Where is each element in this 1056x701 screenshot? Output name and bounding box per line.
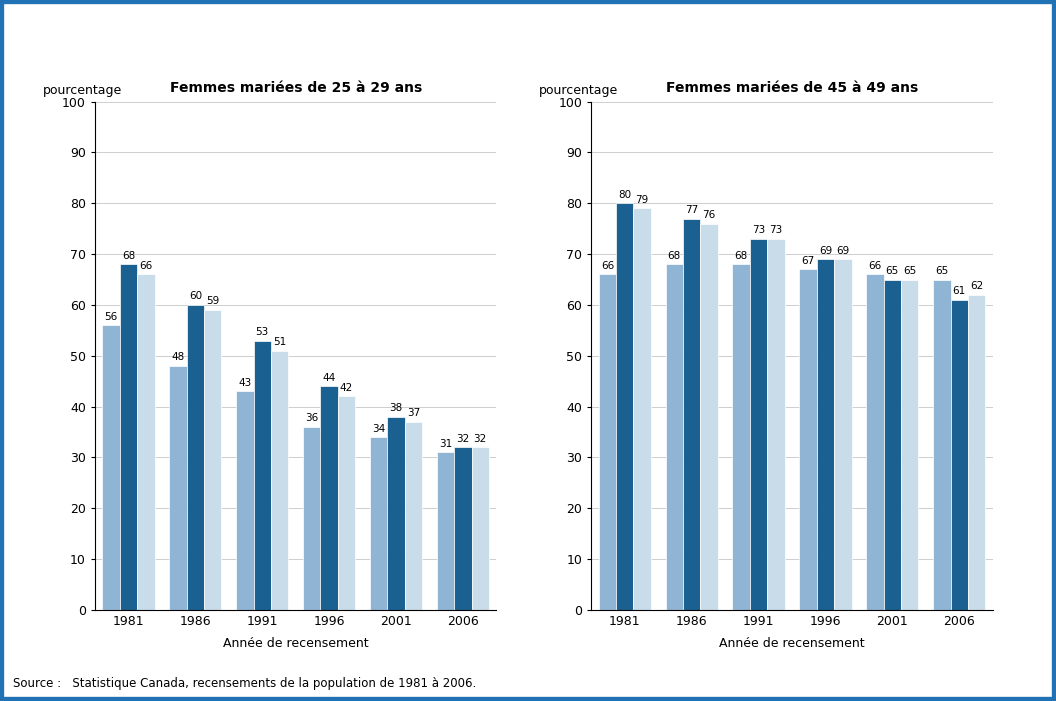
Bar [768, 239, 785, 610]
Text: 68: 68 [667, 251, 681, 261]
Text: 62: 62 [970, 281, 983, 291]
Bar [437, 452, 454, 610]
Text: 77: 77 [685, 205, 698, 215]
Text: 32: 32 [474, 434, 487, 444]
Bar [950, 300, 968, 610]
Text: 59: 59 [206, 297, 220, 306]
Bar [683, 219, 700, 610]
Bar [799, 269, 816, 610]
Text: 79: 79 [636, 195, 648, 205]
Text: 66: 66 [868, 261, 882, 271]
Bar [866, 274, 884, 610]
Text: 31: 31 [439, 439, 452, 449]
Text: 65: 65 [903, 266, 917, 276]
Bar [320, 386, 338, 610]
Text: 56: 56 [105, 312, 117, 322]
Text: 69: 69 [818, 245, 832, 256]
Text: Graphique 1   Peu importe l’âge, les femmes titulaires d’un grade universitaire : Graphique 1 Peu importe l’âge, les femme… [13, 15, 939, 31]
Text: 68: 68 [735, 251, 748, 261]
Text: 43: 43 [239, 378, 251, 388]
Text: 69: 69 [836, 245, 849, 256]
Text: 32: 32 [456, 434, 470, 444]
Text: pourcentage: pourcentage [43, 83, 122, 97]
Bar [271, 350, 288, 610]
Bar [237, 391, 253, 610]
Bar [750, 239, 768, 610]
Bar [187, 305, 204, 610]
Bar [665, 264, 683, 610]
Bar [599, 274, 616, 610]
Text: 61: 61 [953, 286, 966, 297]
Text: 76: 76 [702, 210, 716, 220]
Text: 65: 65 [886, 266, 899, 276]
Text: Source :   Statistique Canada, recensements de la population de 1981 à 2006.: Source : Statistique Canada, recensement… [13, 677, 476, 690]
Text: 73: 73 [752, 225, 766, 236]
Bar [472, 447, 489, 610]
Bar [102, 325, 119, 610]
Bar [253, 341, 271, 610]
Text: 68: 68 [121, 251, 135, 261]
Text: que les femmes moins scolarisées d’être mariées en 2006: que les femmes moins scolarisées d’être … [13, 53, 521, 69]
Bar [338, 397, 355, 610]
Bar [169, 366, 187, 610]
Bar [834, 259, 851, 610]
Bar [616, 203, 634, 610]
Text: 38: 38 [390, 403, 402, 413]
Text: 66: 66 [139, 261, 152, 271]
Text: 36: 36 [305, 414, 318, 423]
Bar [303, 427, 320, 610]
Bar [884, 280, 901, 610]
Bar [454, 447, 472, 610]
Bar [901, 280, 919, 610]
Text: 48: 48 [171, 353, 185, 362]
Text: 80: 80 [618, 190, 631, 200]
Bar [204, 310, 222, 610]
Bar [404, 422, 422, 610]
Text: 34: 34 [372, 423, 385, 433]
Text: 44: 44 [322, 373, 336, 383]
Bar [934, 280, 950, 610]
Title: Femmes mariées de 45 à 49 ans: Femmes mariées de 45 à 49 ans [666, 81, 918, 95]
Text: 42: 42 [340, 383, 353, 393]
Bar [733, 264, 750, 610]
Bar [119, 264, 137, 610]
Text: 51: 51 [274, 337, 286, 347]
Bar [388, 416, 404, 610]
Bar [816, 259, 834, 610]
Bar [968, 294, 985, 610]
X-axis label: Année de recensement: Année de recensement [719, 637, 865, 650]
Text: 53: 53 [256, 327, 269, 337]
Text: 37: 37 [407, 408, 420, 418]
Bar [137, 274, 154, 610]
Text: 60: 60 [189, 292, 202, 301]
Bar [370, 437, 388, 610]
X-axis label: Année de recensement: Année de recensement [223, 637, 369, 650]
Text: 67: 67 [802, 256, 814, 266]
Text: pourcentage: pourcentage [540, 83, 619, 97]
Text: 65: 65 [936, 266, 948, 276]
Bar [700, 224, 718, 610]
Title: Femmes mariées de 25 à 29 ans: Femmes mariées de 25 à 29 ans [170, 81, 421, 95]
Text: 66: 66 [601, 261, 614, 271]
Bar [634, 208, 650, 610]
Text: 73: 73 [770, 225, 782, 236]
